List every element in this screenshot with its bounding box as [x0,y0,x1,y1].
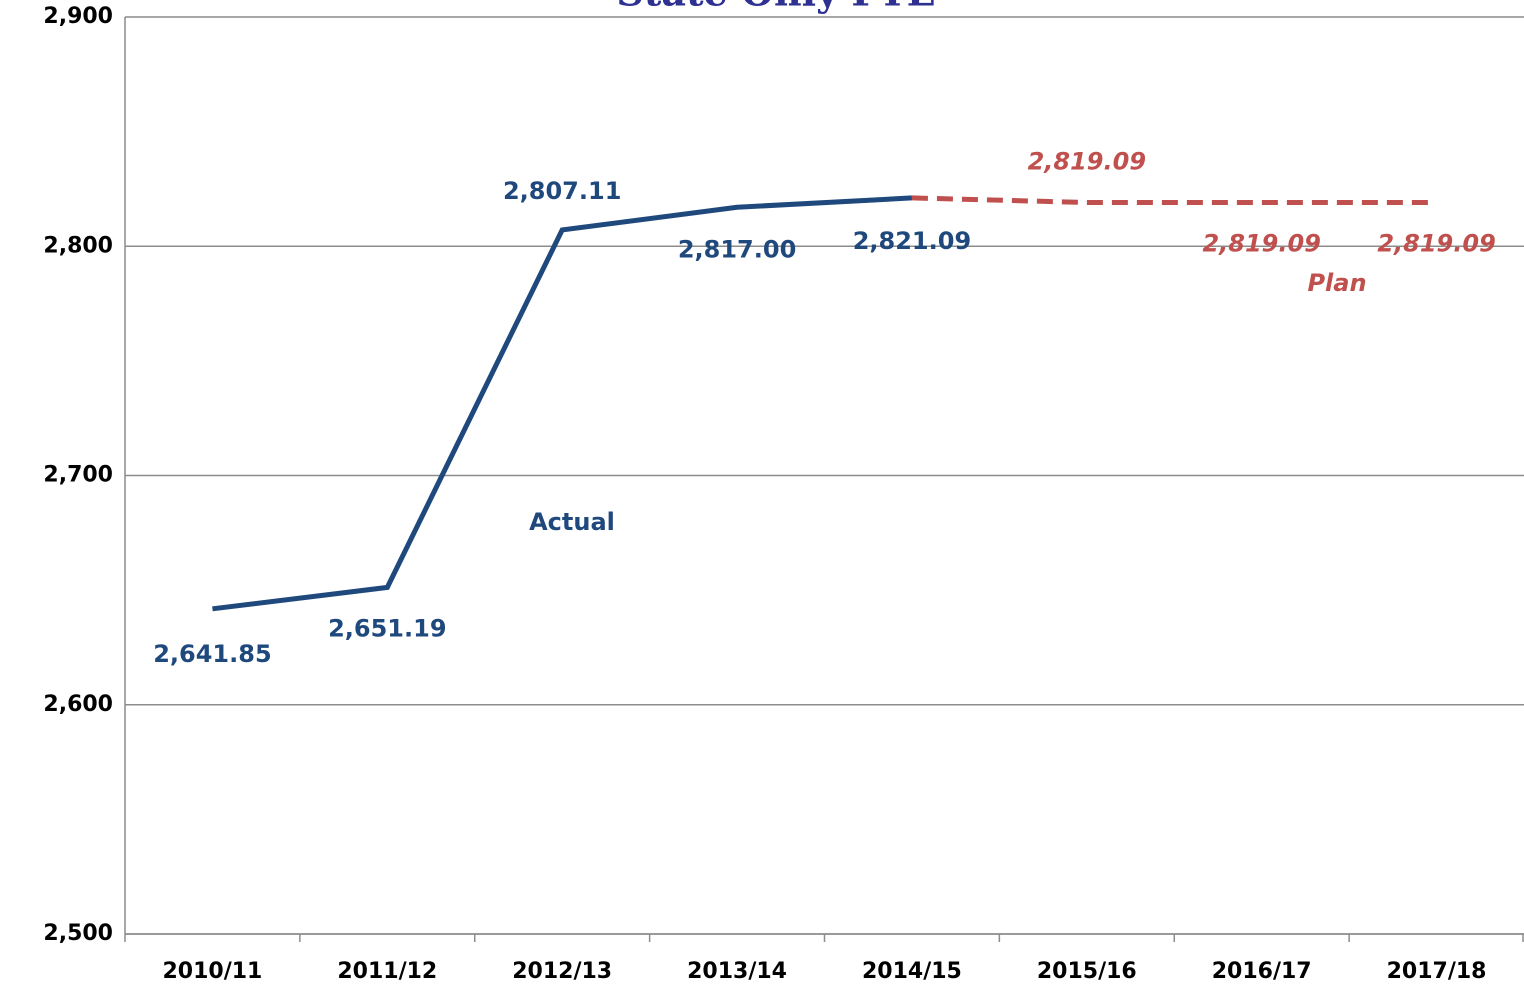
data-label: 2,641.85 [153,640,271,668]
data-label: 2,819.09 [1028,147,1146,175]
data-label: 2,807.11 [503,177,621,205]
x-tick-label: 2010/11 [162,959,262,984]
x-tick-label: 2017/18 [1387,959,1487,984]
y-tick-label: 2,600 [43,692,113,717]
data-label: 2,821.09 [853,227,971,255]
series-line [212,195,913,612]
data-label: 2,817.00 [678,235,796,263]
y-tick-label: 2,800 [43,233,113,258]
y-tick-label: 2,700 [43,463,113,488]
x-tick-label: 2012/13 [512,959,612,984]
y-tick-label: 2,500 [43,921,113,946]
x-tick-label: 2011/12 [337,959,437,984]
data-label: 2,651.19 [328,614,446,642]
series-line [911,195,1437,205]
y-tick-label: 2,900 [43,4,113,29]
data-label: 2,819.09 [1202,229,1320,257]
x-tick-label: 2014/15 [862,959,962,984]
x-tick-label: 2013/14 [687,959,787,984]
x-tick-label: 2015/16 [1037,959,1137,984]
chart-title: State Only FTE [616,0,935,15]
series-label: Plan [1307,269,1366,297]
series-label: Actual [529,508,615,536]
x-tick-label: 2016/17 [1212,959,1312,984]
data-label: 2,819.09 [1377,229,1495,257]
